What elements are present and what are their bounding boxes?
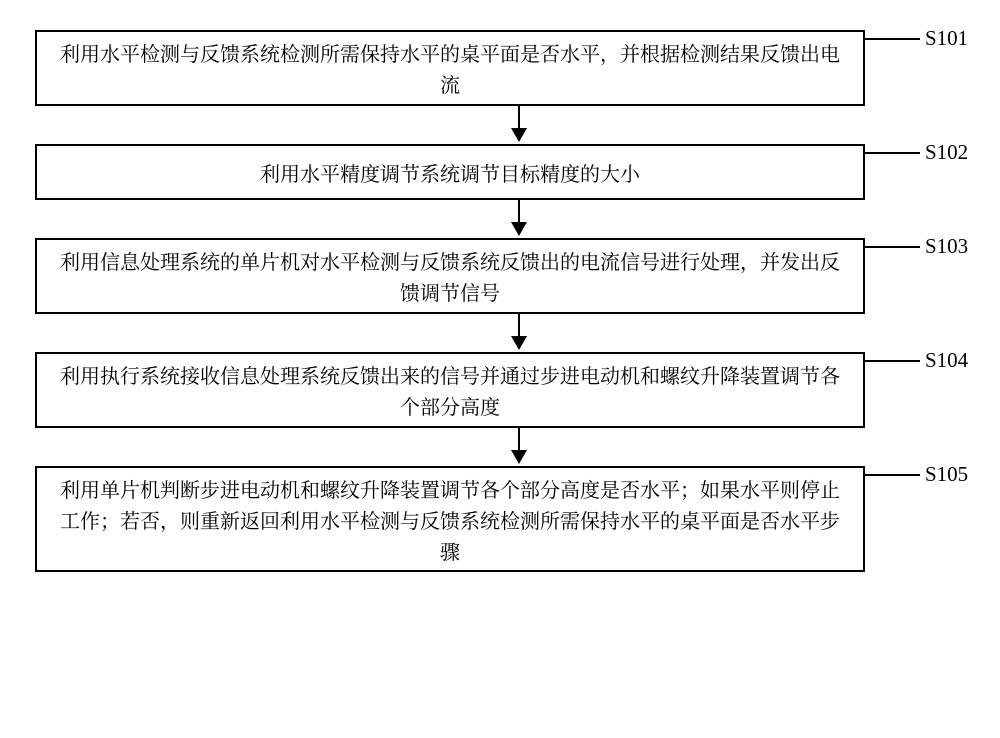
step-box-4: 利用执行系统接收信息处理系统反馈出来的信号并通过步进电动机和螺纹升降装置调节各个… xyxy=(35,352,865,428)
step-text: 利用水平检测与反馈系统检测所需保持水平的桌平面是否水平，并根据检测结果反馈出电流 xyxy=(51,37,849,99)
arrow-head xyxy=(511,336,527,350)
arrow-down-icon xyxy=(103,106,933,144)
arrow-head xyxy=(511,450,527,464)
step-box-2: 利用水平精度调节系统调节目标精度的大小 xyxy=(35,144,865,200)
flowchart-container: 利用水平检测与反馈系统检测所需保持水平的桌平面是否水平，并根据检测结果反馈出电流… xyxy=(0,30,1000,572)
step-label: S101 xyxy=(925,26,968,51)
step-text: 利用信息处理系统的单片机对水平检测与反馈系统反馈出的电流信号进行处理，并发出反馈… xyxy=(51,245,849,307)
step-text: 利用执行系统接收信息处理系统反馈出来的信号并通过步进电动机和螺纹升降装置调节各个… xyxy=(51,359,849,421)
step-row-2: 利用水平精度调节系统调节目标精度的大小S102 xyxy=(0,144,1000,200)
step-box-3: 利用信息处理系统的单片机对水平检测与反馈系统反馈出的电流信号进行处理，并发出反馈… xyxy=(35,238,865,314)
step-text: 利用水平精度调节系统调节目标精度的大小 xyxy=(260,157,640,188)
step-row-1: 利用水平检测与反馈系统检测所需保持水平的桌平面是否水平，并根据检测结果反馈出电流… xyxy=(0,30,1000,106)
step-label: S104 xyxy=(925,348,968,373)
step-text: 利用单片机判断步进电动机和螺纹升降装置调节各个部分高度是否水平；如果水平则停止工… xyxy=(51,473,849,566)
label-connector xyxy=(865,474,920,476)
arrow-shaft xyxy=(518,428,520,452)
step-box-1: 利用水平检测与反馈系统检测所需保持水平的桌平面是否水平，并根据检测结果反馈出电流 xyxy=(35,30,865,106)
step-row-3: 利用信息处理系统的单片机对水平检测与反馈系统反馈出的电流信号进行处理，并发出反馈… xyxy=(0,238,1000,314)
arrow-shaft xyxy=(518,106,520,130)
step-label: S105 xyxy=(925,462,968,487)
label-connector xyxy=(865,360,920,362)
arrow-head xyxy=(511,222,527,236)
label-connector xyxy=(865,38,920,40)
label-connector xyxy=(865,152,920,154)
step-box-5: 利用单片机判断步进电动机和螺纹升降装置调节各个部分高度是否水平；如果水平则停止工… xyxy=(35,466,865,572)
label-connector xyxy=(865,246,920,248)
step-label: S102 xyxy=(925,140,968,165)
arrow-shaft xyxy=(518,314,520,338)
arrow-down-icon xyxy=(103,200,933,238)
step-row-5: 利用单片机判断步进电动机和螺纹升降装置调节各个部分高度是否水平；如果水平则停止工… xyxy=(0,466,1000,572)
arrow-head xyxy=(511,128,527,142)
arrow-down-icon xyxy=(103,428,933,466)
step-row-4: 利用执行系统接收信息处理系统反馈出来的信号并通过步进电动机和螺纹升降装置调节各个… xyxy=(0,352,1000,428)
arrow-down-icon xyxy=(103,314,933,352)
step-label: S103 xyxy=(925,234,968,259)
arrow-shaft xyxy=(518,200,520,224)
